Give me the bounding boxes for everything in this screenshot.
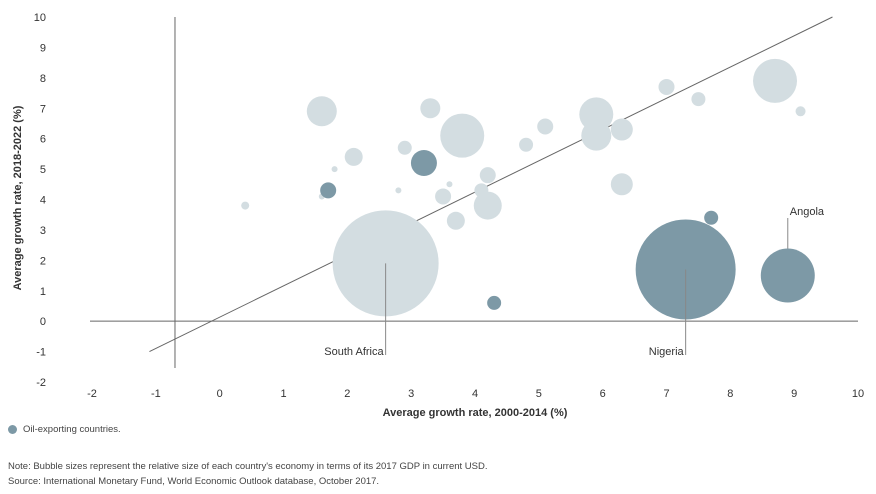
x-tick-label: 2 — [344, 388, 350, 400]
y-tick-label: 0 — [40, 316, 46, 328]
bubble-layer — [241, 58, 815, 320]
legend: Oil-exporting countries. — [8, 424, 121, 435]
bubble-22 — [581, 120, 612, 151]
bubble-17 — [473, 191, 502, 220]
oil-bubble-3 — [320, 182, 337, 199]
bubble-24 — [610, 173, 633, 196]
bubble-5 — [344, 147, 363, 166]
x-axis-title: Average growth rate, 2000-2014 (%) — [383, 407, 568, 419]
oil-bubble-28 — [704, 210, 719, 225]
oil-bubble-18 — [487, 295, 502, 310]
x-tick-label: 10 — [852, 388, 864, 400]
bubble-chart: South Africa Nigeria Angola -2 -1 0 1 2 3 4 5 6 7 8 9… — [12, 12, 864, 419]
y-tick-label: 4 — [40, 195, 46, 207]
bubble-19 — [519, 137, 534, 152]
oil-bubble-9 — [410, 150, 437, 176]
y-tick-label: 1 — [40, 286, 46, 298]
y-tick-label: 10 — [34, 12, 46, 24]
y-tick-label: -2 — [36, 377, 46, 389]
chart-source: Source: International Monetary Fund, Wor… — [8, 476, 380, 487]
x-tick-label: 1 — [280, 388, 286, 400]
x-tick-label: 5 — [536, 388, 542, 400]
bubble-7 — [395, 187, 402, 194]
x-tick-label: 0 — [217, 388, 223, 400]
bubble-23 — [610, 118, 633, 141]
bubble-27 — [691, 92, 706, 107]
x-tick-label: 7 — [663, 388, 669, 400]
callout-label-nigeria: Nigeria — [649, 346, 685, 358]
y-tick-label: -1 — [36, 347, 46, 359]
legend-oil-label: Oil-exporting countries. — [23, 424, 121, 435]
bubble-4 — [331, 166, 338, 173]
bubble-0 — [241, 201, 250, 210]
bubble-21 — [579, 97, 614, 132]
x-tick-label: 9 — [791, 388, 797, 400]
bubble-12 — [446, 181, 453, 188]
y-tick-label: 3 — [40, 225, 46, 237]
y-tick-label: 6 — [40, 134, 46, 146]
y-tick-label: 7 — [40, 103, 46, 115]
bubble-13 — [446, 211, 465, 230]
tick-label-layer: -2 -1 0 1 2 3 4 5 6 7 8 9 10 -2 -1 0 1 2 3 4 5 6 7 8 9 10 — [34, 12, 864, 400]
bubble-29 — [753, 58, 798, 103]
bubble-31 — [795, 106, 806, 117]
callout-layer: South Africa Nigeria Angola — [324, 206, 825, 358]
x-tick-label: -2 — [87, 388, 97, 400]
x-tick-label: 8 — [727, 388, 733, 400]
callout-label-south-africa: South Africa — [324, 346, 384, 358]
bubble-1 — [306, 96, 337, 127]
x-tick-label: -1 — [151, 388, 161, 400]
x-tick-label: 4 — [472, 388, 478, 400]
bubble-8 — [397, 140, 412, 155]
axis-layer — [90, 17, 858, 368]
bubble-11 — [435, 188, 452, 205]
callout-label-angola: Angola — [790, 206, 825, 218]
bubble-14 — [440, 113, 485, 158]
y-tick-label: 9 — [40, 42, 46, 54]
x-tick-label: 3 — [408, 388, 414, 400]
x-tick-label: 6 — [600, 388, 606, 400]
y-tick-label: 5 — [40, 164, 46, 176]
y-tick-label: 8 — [40, 73, 46, 85]
bubble-20 — [537, 118, 554, 135]
legend-oil-swatch — [8, 425, 17, 434]
reference-layer — [149, 16, 833, 353]
y-tick-label: 2 — [40, 255, 46, 267]
chart-note: Note: Bubble sizes represent the relativ… — [8, 461, 488, 472]
diagonal-reference-line — [149, 16, 833, 353]
oil-bubble-30 — [760, 248, 815, 303]
y-axis-title: Average growth rate, 2018-2022 (%) — [12, 105, 24, 290]
bubble-25 — [658, 78, 675, 95]
bubble-10 — [420, 98, 441, 119]
bubble-16 — [479, 167, 496, 184]
